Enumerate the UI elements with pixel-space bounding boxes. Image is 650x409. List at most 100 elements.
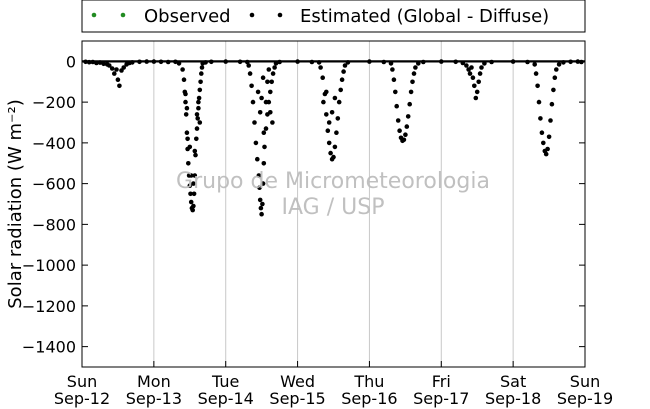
data-point [253, 140, 259, 146]
legend-marker [120, 12, 126, 18]
data-point [109, 66, 115, 71]
data-point [367, 59, 372, 64]
x-tick-label-day: Wed [280, 372, 315, 391]
data-point [196, 99, 201, 105]
x-tick-label-day: Sat [500, 372, 526, 391]
y-tick-label: −1000 [22, 256, 76, 275]
data-point [460, 60, 466, 66]
data-point [546, 134, 552, 140]
data-point [184, 130, 190, 135]
data-point [405, 114, 411, 119]
y-tick-label: −1200 [22, 297, 76, 316]
data-point [101, 61, 106, 67]
data-point [196, 95, 202, 101]
data-point [473, 95, 479, 101]
x-axis: SunSep-12MonSep-13TueSep-14WedSep-15ThuS… [54, 361, 613, 408]
data-point [474, 89, 480, 95]
data-point [403, 132, 408, 137]
data-point [194, 126, 200, 131]
data-point [393, 89, 398, 95]
data-point [548, 118, 553, 123]
data-point [183, 99, 188, 105]
y-tick-label: −1400 [22, 338, 76, 357]
data-point [326, 120, 332, 125]
data-point [121, 65, 126, 70]
data-point [181, 77, 187, 82]
legend-marker [91, 12, 97, 18]
data-point [410, 79, 415, 85]
data-point [535, 83, 540, 89]
data-point [198, 79, 203, 85]
x-tick-label-date: Sep-19 [557, 389, 613, 408]
x-tick-label-date: Sep-12 [54, 389, 110, 408]
x-tick-label-day: Mon [137, 372, 171, 391]
data-point [551, 87, 556, 93]
data-point [86, 59, 92, 65]
data-point [195, 116, 200, 121]
data-point [545, 146, 550, 152]
data-point [561, 60, 566, 65]
watermark: Grupo de Micrometeorologia IAG / USP [176, 169, 490, 220]
data-point [332, 95, 338, 101]
x-tick-label-date: Sep-15 [269, 389, 325, 408]
x-tick-label-day: Sun [67, 372, 97, 391]
data-point [272, 65, 277, 70]
x-tick-label-date: Sep-13 [126, 389, 182, 408]
data-point [193, 152, 198, 158]
data-point [413, 65, 418, 70]
data-point [245, 59, 250, 65]
data-point [320, 75, 326, 80]
data-point [254, 156, 260, 162]
data-point [130, 60, 135, 65]
data-point [187, 144, 193, 150]
data-point [183, 112, 189, 117]
x-tick-label-day: Sun [570, 372, 600, 391]
data-point [188, 191, 193, 197]
data-point [408, 89, 414, 95]
data-point [199, 71, 204, 76]
data-point [259, 95, 264, 101]
data-point [263, 126, 269, 131]
data-point [180, 67, 185, 72]
data-point [265, 79, 270, 85]
data-point [525, 59, 530, 65]
legend-marker [277, 12, 283, 18]
data-point [260, 201, 265, 207]
data-point [543, 151, 549, 157]
data-point [579, 59, 584, 65]
data-point [339, 77, 345, 82]
data-point [190, 207, 195, 213]
data-point [329, 110, 335, 115]
data-point [295, 59, 300, 64]
data-point [255, 89, 261, 95]
data-point [554, 67, 559, 72]
data-point [184, 105, 190, 111]
data-point [318, 65, 323, 70]
data-point [270, 71, 276, 76]
data-point [341, 69, 346, 74]
watermark-line-2: IAG / USP [282, 195, 385, 220]
data-point [268, 89, 273, 95]
data-point [321, 99, 326, 105]
data-point [263, 99, 269, 105]
data-point [407, 101, 413, 107]
data-point [258, 205, 264, 211]
data-point [395, 118, 401, 123]
data-point [328, 150, 333, 156]
data-point [115, 77, 121, 82]
data-point [270, 120, 275, 125]
data-point [390, 67, 395, 72]
data-point [316, 60, 322, 65]
data-point [273, 61, 279, 66]
data-point [489, 59, 494, 65]
data-point [324, 89, 329, 95]
data-point [342, 63, 348, 68]
legend-label: Estimated (Global - Diffuse) [300, 6, 549, 27]
data-point [158, 59, 164, 65]
data-point [269, 79, 275, 85]
data-point [421, 59, 426, 65]
data-point [144, 59, 149, 64]
data-point [257, 110, 263, 115]
data-point [194, 112, 200, 117]
data-point [209, 59, 214, 65]
